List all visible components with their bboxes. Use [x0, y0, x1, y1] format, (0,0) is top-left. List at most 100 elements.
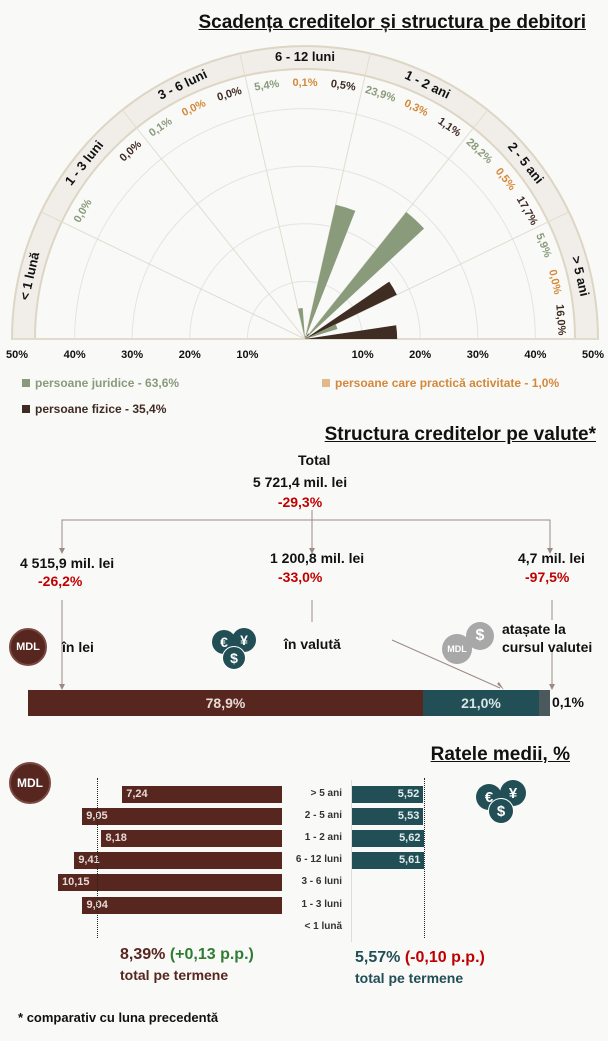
wedge-practica: [305, 337, 306, 339]
category-label: > 5 ani: [310, 788, 342, 799]
dollar-grey-icon: $: [466, 622, 494, 650]
atasate-value: 4,7 mil. lei: [518, 550, 585, 566]
axis-tick: 10%: [236, 349, 259, 361]
legend-swatch: [322, 379, 330, 387]
value-label: 0,0%: [216, 85, 244, 104]
wedge-practica: [305, 337, 308, 339]
bar-mdl: 9,41: [74, 852, 282, 870]
sector-divider: [304, 53, 371, 340]
value-label: 0,0%: [180, 97, 208, 119]
share-label-atasate: 0,1%: [552, 694, 584, 710]
axis-tick: 30%: [121, 349, 144, 361]
average-line-mdl: [96, 778, 98, 938]
polar-chart-title: Scadența creditelor și structura pe debi…: [198, 12, 587, 33]
fx-total: 5,57% (-0,10 p.p.): [355, 949, 485, 967]
share-bar-valuta: 21,0%: [423, 690, 539, 716]
mdl-total-value: 8,39%: [120, 946, 166, 963]
value-label: 5,9%: [533, 232, 553, 260]
valuta-change: -33,0%: [278, 569, 323, 585]
axis-tick: 30%: [466, 349, 489, 361]
legend-swatch: [22, 405, 30, 413]
bar-mdl: 10,15: [57, 874, 282, 892]
wedge-juridice: [305, 212, 425, 339]
bar-valuta: 5,52: [352, 786, 424, 803]
value-label: 1,1%: [436, 115, 464, 139]
value-label: 0,3%: [402, 97, 430, 119]
category-band: [10, 45, 600, 340]
dollar-icon: $: [488, 798, 514, 824]
average-line-valuta: [423, 778, 425, 938]
grid-arc: [74, 108, 536, 340]
category-label: 1 - 2 ani: [304, 832, 342, 844]
axis-tick: 40%: [524, 349, 547, 361]
sector-divider: [239, 53, 306, 340]
wedge-juridice: [298, 307, 305, 339]
total-change: -29,3%: [277, 494, 323, 510]
category-label: 2 - 5 ani: [304, 810, 342, 822]
axis-tick: 50%: [5, 349, 29, 361]
fx-total-value: 5,57%: [355, 949, 401, 966]
axis-tick: 50%: [581, 349, 605, 361]
currency-coins-icon: € ¥ $: [212, 628, 268, 672]
category-label: 6 - 12 luni: [275, 49, 335, 64]
footnote-star: *: [18, 1010, 24, 1025]
bar-mdl: 7,24: [122, 786, 282, 803]
lei-value: 4 515,9 mil. lei: [20, 555, 115, 571]
lei-change: -26,2%: [38, 573, 83, 589]
legend-label: persoane fizice - 35,4%: [35, 402, 167, 416]
currency-coins-icon: € ¥ $: [476, 780, 532, 826]
bar-mdl: 8,18: [101, 830, 282, 848]
valuta-name: în valută: [284, 636, 341, 652]
wedge-juridice: [305, 204, 356, 339]
axis-tick: 20%: [409, 349, 432, 361]
legend-practica: persoane care practică activitate - 1,0%: [322, 376, 559, 390]
yen-icon: ¥: [232, 628, 256, 652]
mdl-coin-icon: MDL: [9, 628, 47, 666]
axis-divider: [351, 780, 352, 942]
total-label: Total: [298, 452, 331, 468]
axis-tick: 20%: [178, 349, 201, 361]
mdl-total: 8,39% (+0,13 p.p.): [120, 946, 254, 964]
legend-swatch: [22, 379, 30, 387]
value-label: 16,0%: [553, 304, 567, 336]
valuta-value: 1 200,8 mil. lei: [270, 550, 365, 566]
lei-name: în lei: [62, 639, 94, 655]
axis-tick: 40%: [63, 349, 86, 361]
wedge-fizice: [305, 281, 397, 339]
mdl-total-change: (+0,13 p.p.): [169, 946, 254, 963]
value-label: 5,4%: [254, 78, 281, 94]
fx-total-change: (-0,10 p.p.): [404, 949, 485, 966]
wedge-juridice: [305, 324, 338, 339]
dollar-icon: $: [222, 646, 246, 670]
wedge-fizice: [305, 336, 306, 339]
share-bar-atasate: [539, 690, 550, 716]
total-value: 5 721,4 mil. lei: [252, 474, 348, 490]
grid-arc: [131, 165, 479, 340]
grid-arc: [189, 223, 421, 340]
legend-label: persoane juridice - 63,6%: [35, 376, 180, 390]
legend-juridice: persoane juridice - 63,6%: [22, 376, 179, 390]
value-label: 0,0%: [72, 197, 95, 225]
wedge-fizice: [305, 325, 398, 339]
legend-fizice: persoane fizice - 35,4%: [22, 402, 166, 416]
bar-valuta: 5,61: [352, 852, 425, 870]
wedge-fizice: [305, 333, 309, 339]
legend-label: persoane care practică activitate - 1,0%: [335, 376, 560, 390]
sector-divider: [121, 109, 306, 340]
fx-caption: total pe termene: [355, 970, 464, 986]
atasate-change: -97,5%: [525, 569, 570, 585]
value-label: 23,9%: [364, 84, 398, 105]
bar-valuta: 5,53: [352, 808, 424, 826]
sector-divider: [304, 109, 489, 340]
sector-divider: [304, 211, 570, 340]
sector-divider: [40, 211, 306, 340]
share-bar-lei: 78,9%: [28, 690, 423, 716]
value-label: 0,5%: [330, 78, 357, 94]
rates-title: Ratele medii, %: [430, 744, 570, 765]
value-label: 0,5%: [493, 166, 518, 193]
structure-connectors: [59, 510, 555, 690]
mdl-linked-coins-icon: MDL $: [442, 620, 498, 670]
yen-icon: ¥: [500, 780, 526, 806]
category-label: 3 - 6 luni: [301, 876, 342, 888]
